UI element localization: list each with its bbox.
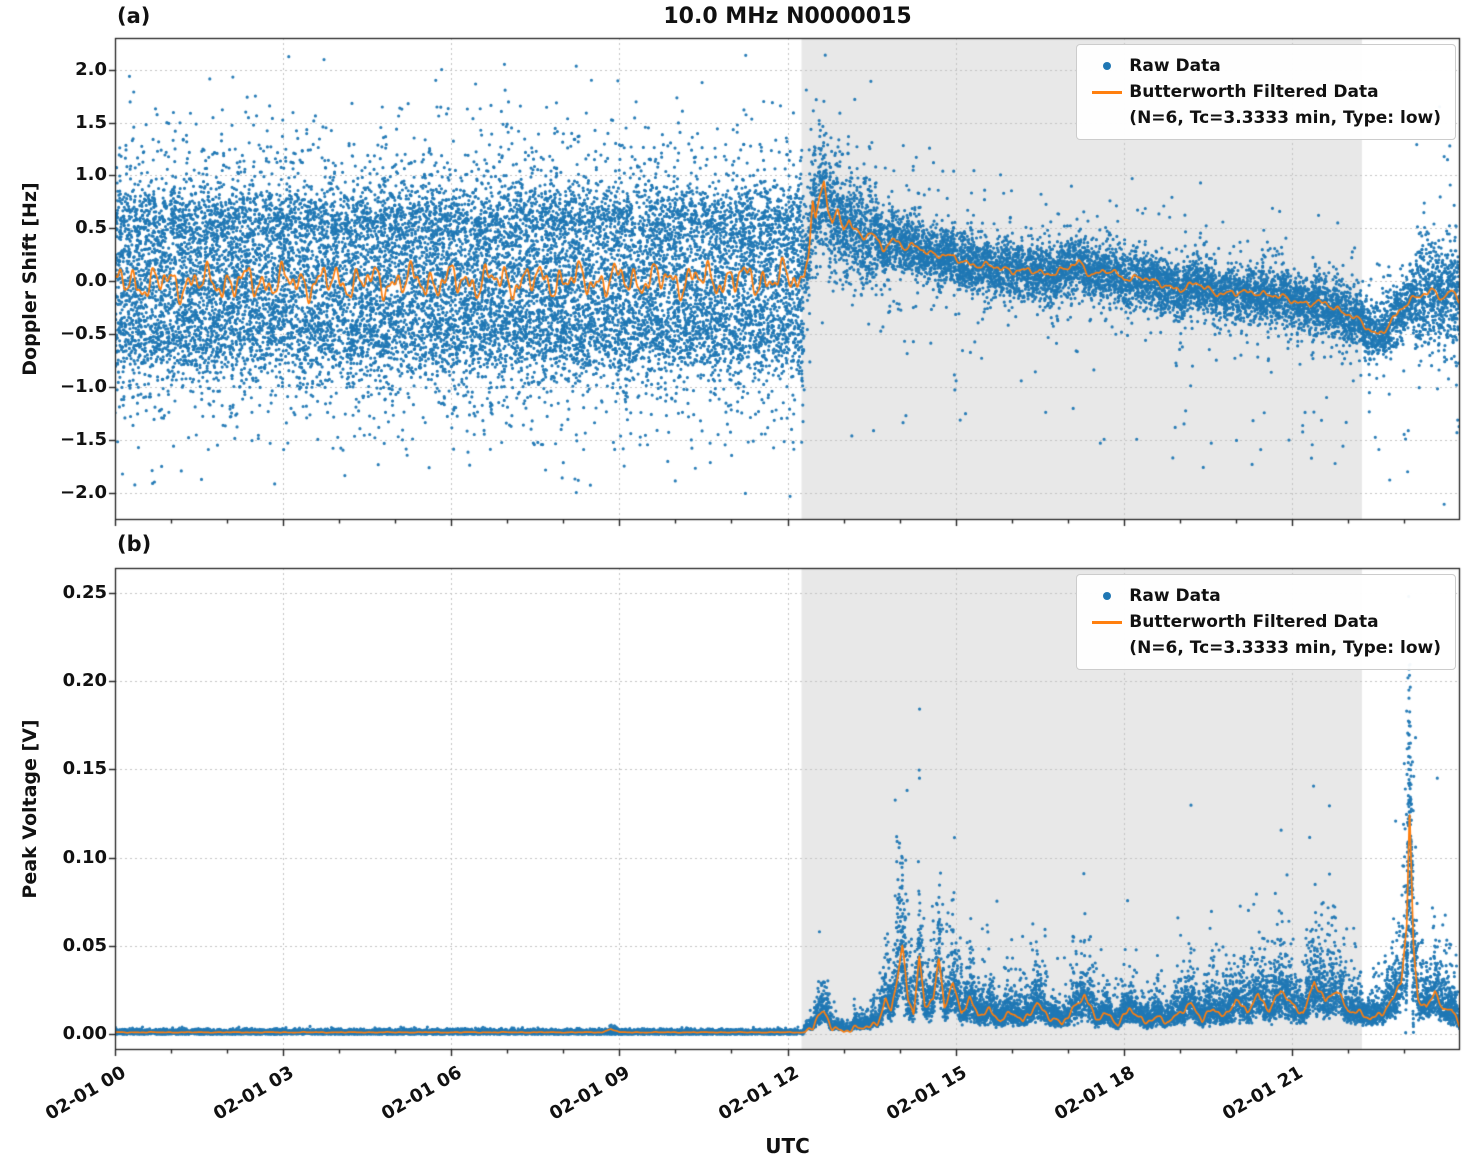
legend-filtered-sublabel: (N=6, Tc=3.3333 min, Type: low) [1129, 638, 1441, 658]
y-tick-label: −2.0 [60, 482, 107, 503]
y-axis-label-voltage: Peak Voltage [V] [19, 719, 41, 899]
filtered-line-icon [1092, 90, 1123, 94]
y-tick-label: −0.5 [60, 323, 107, 344]
raw-data-dot-icon [1103, 592, 1112, 600]
chart-title: 10.0 MHz N0000015 [663, 4, 912, 29]
legend-entry-raw: Raw Data [1085, 53, 1441, 79]
legend-entry-filtered: Butterworth Filtered Data [1085, 609, 1441, 635]
legend-panel-a: Raw Data Butterworth Filtered Data (N=6,… [1076, 44, 1456, 140]
legend-raw-marker-col [1085, 62, 1129, 70]
y-tick-label: 0.10 [62, 847, 107, 868]
legend-panel-b: Raw Data Butterworth Filtered Data (N=6,… [1076, 574, 1456, 670]
legend-filtered-marker-col [1085, 620, 1129, 624]
raw-data-dot-icon [1103, 62, 1112, 70]
panel-b-label: (b) [117, 532, 152, 556]
y-tick-label: −1.5 [60, 429, 107, 450]
y-tick-label: −1.0 [60, 376, 107, 397]
y-tick-label: 0.05 [62, 935, 107, 956]
y-tick-label: 0.15 [62, 758, 107, 779]
y-tick-label: 0.5 [75, 217, 107, 238]
legend-filtered-marker-col [1085, 90, 1129, 94]
legend-entry-raw: Raw Data [1085, 583, 1441, 609]
y-tick-label: 0.25 [62, 582, 107, 603]
legend-filtered-label: Butterworth Filtered Data [1129, 82, 1379, 102]
x-axis-label: UTC [765, 1134, 810, 1158]
y-tick-label: 0.0 [75, 270, 107, 291]
legend-raw-marker-col [1085, 592, 1129, 600]
y-tick-label: 1.5 [75, 112, 107, 133]
filtered-line-icon [1092, 620, 1123, 624]
y-tick-label: 0.00 [62, 1023, 107, 1044]
legend-filtered-sublabel: (N=6, Tc=3.3333 min, Type: low) [1129, 108, 1441, 128]
y-tick-label: 0.20 [62, 670, 107, 691]
legend-raw-label: Raw Data [1129, 56, 1221, 76]
legend-raw-label: Raw Data [1129, 586, 1221, 606]
legend-filtered-label: Butterworth Filtered Data [1129, 612, 1379, 632]
y-tick-label: 1.0 [75, 164, 107, 185]
panel-a-label: (a) [117, 4, 151, 28]
legend-entry-filtered: Butterworth Filtered Data [1085, 79, 1441, 105]
y-tick-label: 2.0 [75, 59, 107, 80]
